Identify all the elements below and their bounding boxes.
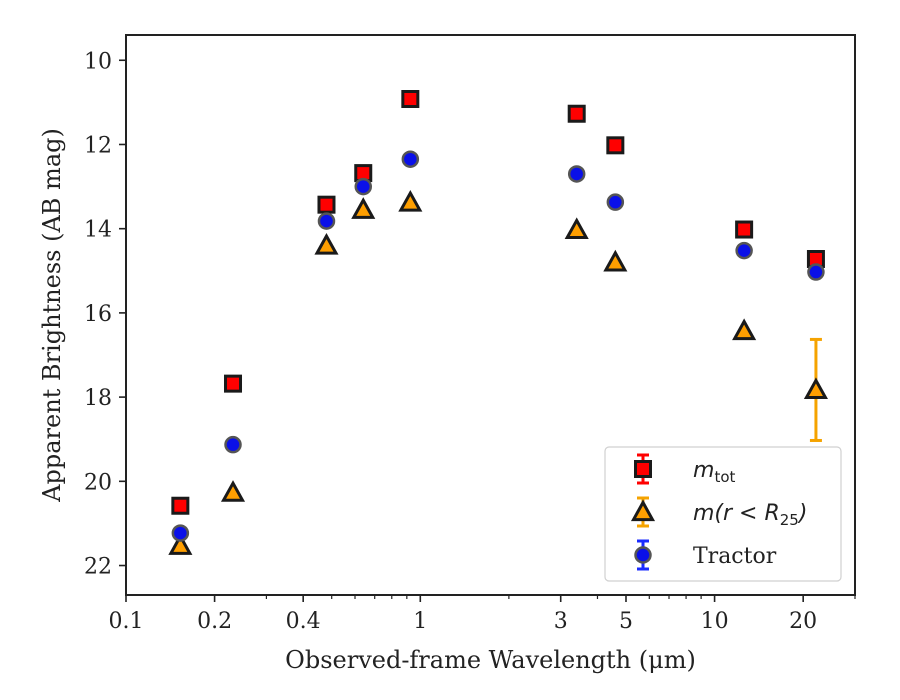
- x-tick-label: 20: [789, 609, 817, 634]
- x-tick-label: 0.4: [286, 609, 321, 634]
- series-circle: [171, 150, 825, 542]
- data-point-square: [567, 104, 586, 123]
- data-point-square: [401, 90, 420, 108]
- data-point-circle: [606, 193, 625, 211]
- data-point-triangle: [564, 217, 589, 240]
- y-tick-label: 10: [84, 49, 112, 74]
- data-point-square: [317, 195, 336, 214]
- legend-box: [604, 446, 842, 582]
- legend-marker-circle: [634, 546, 652, 564]
- x-tick-label: 10: [701, 609, 729, 634]
- y-axis-label: Apparent Brightness (AB mag): [38, 128, 66, 503]
- plot-frame: [125, 34, 856, 596]
- data-point-circle: [317, 212, 336, 230]
- legend-item: Tractor: [634, 539, 777, 571]
- data-point-circle: [171, 524, 190, 542]
- data-point-circle: [224, 435, 242, 454]
- x-tick-label: 0.1: [109, 609, 144, 634]
- legend-label: Tractor: [693, 544, 777, 569]
- x-tick-label: 0.2: [197, 609, 232, 634]
- x-tick-label: 3: [554, 609, 568, 634]
- y-tick-label: 22: [84, 555, 112, 580]
- legend-item: mtot: [634, 453, 735, 486]
- y-tick-label: 18: [84, 386, 112, 411]
- y-tick-label: 12: [84, 133, 112, 158]
- x-tick-label: 5: [619, 609, 633, 634]
- y-tick-label: 16: [84, 302, 112, 327]
- series-square: [171, 90, 825, 515]
- data-point-triangle: [603, 249, 628, 272]
- data-point-triangle: [803, 377, 828, 400]
- data-point-triangle: [220, 480, 246, 502]
- data-point-square: [606, 136, 625, 155]
- data-point-triangle: [168, 533, 193, 555]
- y-tick-label: 20: [84, 470, 112, 495]
- data-point-triangle: [732, 318, 757, 341]
- data-point-triangle: [398, 189, 423, 212]
- data-point-circle: [567, 165, 586, 183]
- x-axis-label: Observed-frame Wavelength (μm): [285, 646, 696, 674]
- y-tick-label: 14: [84, 218, 112, 243]
- data-point-square: [735, 220, 754, 239]
- legend: mtot m(r < R25) Tractor: [604, 446, 842, 582]
- data-point-triangle: [351, 197, 376, 219]
- legend-marker-triangle: [630, 499, 656, 522]
- legend-label: m(r < R25): [693, 501, 807, 529]
- legend-label: mtot: [693, 458, 735, 486]
- x-tick-label: 1: [413, 609, 427, 634]
- data-point-square: [224, 374, 243, 393]
- legend-marker-square: [634, 460, 652, 478]
- data-point-circle: [735, 241, 753, 260]
- data-point-square: [171, 496, 190, 515]
- data-point-circle: [807, 263, 825, 281]
- series-triangle: [168, 189, 828, 555]
- data-point-circle: [401, 150, 420, 168]
- marks-layer: [168, 90, 828, 555]
- data-point-circle: [354, 177, 373, 196]
- ticks-layer: 0.1 0.2 0.4 1 3 5 10 20 10 12 14 16 18 20 22: [84, 49, 856, 634]
- legend-item: m(r < R25): [630, 496, 807, 529]
- data-point-triangle: [314, 232, 339, 255]
